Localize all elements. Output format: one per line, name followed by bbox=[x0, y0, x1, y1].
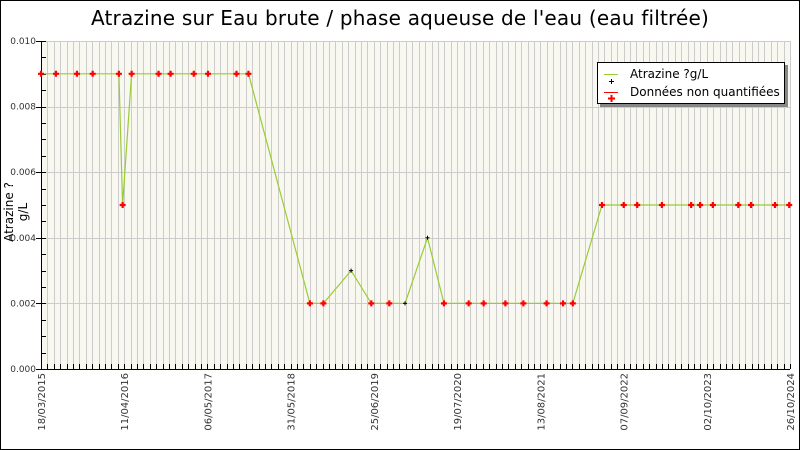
x-tick-label: 26/10/2024 bbox=[786, 373, 797, 431]
legend-item-atrazine: Atrazine ?g/L bbox=[604, 66, 709, 84]
non-quantified-point-marker bbox=[658, 202, 665, 208]
y-tick-label: 0.010 bbox=[10, 37, 36, 47]
non-quantified-point-marker bbox=[465, 300, 472, 307]
y-tick-label: 0.000 bbox=[10, 365, 36, 375]
non-quantified-point-marker bbox=[115, 70, 122, 77]
non-quantified-point-marker bbox=[167, 70, 174, 77]
non-quantified-point-marker bbox=[735, 202, 742, 208]
chart-title: Atrazine sur Eau brute / phase aqueuse d… bbox=[90, 6, 710, 30]
non-quantified-point-marker bbox=[709, 202, 716, 208]
non-quantified-point-marker bbox=[52, 70, 59, 77]
non-quantified-point-marker bbox=[697, 202, 704, 208]
non-quantified-point-marker bbox=[155, 70, 162, 77]
non-quantified-point-marker bbox=[320, 300, 327, 307]
non-quantified-point-marker bbox=[480, 300, 487, 307]
x-tick-label: 19/07/2020 bbox=[453, 373, 464, 431]
non-quantified-point-marker bbox=[786, 202, 793, 208]
x-tick-label: 18/03/2015 bbox=[37, 373, 48, 431]
non-quantified-point-marker bbox=[386, 300, 393, 307]
non-quantified-point-marker bbox=[748, 202, 755, 208]
non-quantified-point-marker bbox=[233, 70, 240, 77]
x-tick-label: 31/05/2018 bbox=[287, 373, 298, 431]
x-tick-label: 25/06/2019 bbox=[370, 373, 381, 431]
x-tick-label: 02/10/2023 bbox=[703, 373, 714, 431]
y-tick-label: 0.006 bbox=[10, 168, 36, 178]
x-tick-label: 06/05/2017 bbox=[203, 373, 214, 431]
legend-item-non-quantified: Données non quantifiées bbox=[604, 84, 780, 102]
legend-label: Atrazine ?g/L bbox=[630, 67, 709, 81]
non-quantified-point-marker bbox=[569, 300, 576, 307]
non-quantified-point-marker bbox=[502, 300, 509, 307]
non-quantified-point-marker bbox=[205, 70, 212, 77]
x-tick-label: 11/04/2016 bbox=[120, 373, 131, 431]
data-point-marker bbox=[403, 301, 408, 306]
y-tick-label: 0.004 bbox=[10, 234, 36, 244]
non-quantified-point-marker bbox=[620, 202, 627, 208]
data-point-marker bbox=[349, 268, 354, 273]
y-axis-label: Atrazine ?g/L bbox=[2, 182, 30, 242]
non-quantified-point-marker bbox=[543, 300, 550, 307]
legend-line-marker-icon bbox=[604, 69, 622, 84]
non-quantified-point-marker bbox=[128, 70, 135, 77]
non-quantified-point-marker bbox=[368, 300, 375, 307]
non-quantified-point-marker bbox=[634, 202, 641, 208]
non-quantified-point-marker bbox=[89, 70, 96, 77]
non-quantified-point-marker bbox=[440, 300, 447, 307]
y-tick-label: 0.002 bbox=[10, 299, 36, 309]
legend: Atrazine ?g/L Données non quantifiées bbox=[597, 62, 785, 104]
non-quantified-point-marker bbox=[688, 202, 695, 208]
legend-label: Données non quantifiées bbox=[630, 85, 780, 99]
y-tick-label: 0.008 bbox=[10, 103, 36, 113]
non-quantified-point-marker bbox=[772, 202, 779, 208]
non-quantified-point-marker bbox=[560, 300, 567, 307]
non-quantified-point-marker bbox=[73, 70, 80, 77]
x-tick-label: 13/08/2021 bbox=[536, 373, 547, 431]
non-quantified-point-marker bbox=[245, 70, 252, 77]
non-quantified-point-marker bbox=[306, 300, 313, 307]
legend-red-marker-icon bbox=[604, 87, 622, 102]
non-quantified-point-marker bbox=[520, 300, 527, 307]
data-point-marker bbox=[425, 235, 430, 240]
x-tick-label: 07/09/2022 bbox=[620, 373, 631, 431]
non-quantified-point-marker bbox=[119, 202, 126, 208]
non-quantified-point-marker bbox=[190, 70, 197, 77]
non-quantified-point-marker bbox=[38, 70, 44, 77]
non-quantified-point-marker bbox=[599, 202, 606, 208]
